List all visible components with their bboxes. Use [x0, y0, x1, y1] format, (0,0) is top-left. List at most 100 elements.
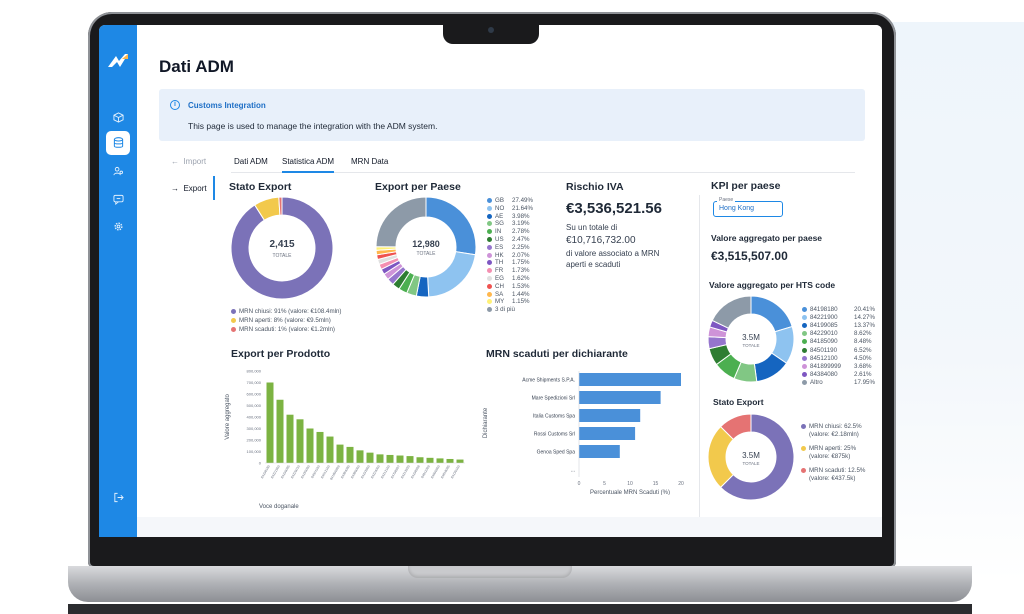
legend-value: 1.62%: [512, 275, 530, 282]
hts-legend-item: 841899999 3.68%: [802, 362, 872, 370]
bar[interactable]: [579, 427, 636, 440]
x-axis-label: Percentuale MRN Scaduti (%): [590, 490, 670, 495]
x-tick-label: 84818085: [440, 464, 451, 479]
legend-value: 4.50%: [854, 354, 872, 362]
cube-icon[interactable]: [106, 105, 130, 129]
hts-legend-item: 84198180 20.41%: [802, 306, 875, 313]
valore-paese-value: €3,515,507.00: [711, 249, 788, 263]
gear-icon[interactable]: [106, 214, 130, 238]
kpi-stato-slice-2[interactable]: [719, 413, 752, 441]
legend-value: 1.15%: [512, 298, 530, 306]
legend-value: 3.19%: [512, 220, 530, 228]
x-tick-label: 10: [627, 481, 633, 487]
legend-swatch: [487, 198, 492, 203]
bar[interactable]: [376, 454, 384, 463]
bar[interactable]: [579, 391, 661, 404]
bar[interactable]: [336, 444, 344, 463]
hts-title: Valore aggregato per HTS code: [709, 280, 836, 290]
stato-export-legend-item: MRN chiusi: 91% (valore: €108.4mln): [231, 308, 341, 315]
y-tick-label: 100,000: [247, 449, 262, 454]
bar[interactable]: [456, 459, 464, 463]
bar[interactable]: [276, 399, 284, 463]
bar[interactable]: [316, 431, 324, 463]
legend-label: 841899999: [810, 362, 841, 370]
x-tick-label: 20: [678, 481, 684, 487]
database-icon[interactable]: [106, 131, 130, 155]
kpi-stato-legend-item: MRN chiusi: 62.5% (valore: €2.18mln): [801, 423, 862, 439]
legend-label: 84198180: [810, 306, 838, 313]
legend-swatch: [802, 355, 807, 361]
legend-swatch: [231, 309, 236, 314]
bar[interactable]: [286, 414, 294, 463]
bar[interactable]: [446, 458, 454, 463]
bar[interactable]: [306, 428, 314, 464]
bar[interactable]: [266, 382, 274, 464]
chat-icon[interactable]: [106, 187, 130, 211]
legend-value: (valore: €437.5k): [809, 475, 856, 482]
legend-swatch: [231, 318, 236, 323]
bar[interactable]: [356, 450, 364, 463]
bar[interactable]: [579, 373, 681, 386]
bar[interactable]: [386, 454, 394, 463]
legend-value: 17.95%: [854, 378, 875, 386]
app-logo: [108, 54, 128, 67]
tab-mrn-data[interactable]: MRN Data: [351, 157, 389, 166]
bar[interactable]: [366, 452, 374, 463]
bar[interactable]: [326, 436, 334, 463]
legend-swatch: [487, 299, 492, 305]
kpi-title: KPI per paese: [711, 180, 781, 192]
logout-icon[interactable]: [106, 485, 130, 509]
legend-label: IN: [495, 228, 502, 236]
y-tick-label: Acme Shipments S.P.A.: [522, 378, 575, 384]
export-per-paese-slice-14[interactable]: [375, 196, 427, 248]
y-axis-label: Valore aggregato: [225, 394, 231, 440]
export-per-paese-total: 12,980: [412, 239, 440, 249]
hts-legend-item: 84512100 4.50%: [802, 355, 872, 362]
bar[interactable]: [406, 456, 414, 463]
legend-label: SG: [495, 220, 504, 228]
bar[interactable]: [579, 409, 641, 422]
legend-value: 2.78%: [512, 228, 530, 236]
bar[interactable]: [396, 455, 404, 463]
sidebar: [99, 25, 137, 537]
paese-select[interactable]: [713, 201, 783, 217]
tab-bar: Dati ADM Statistica ADM MRN Data: [231, 155, 855, 173]
stato-export-slice-0[interactable]: [230, 196, 334, 300]
bar[interactable]: [426, 457, 434, 463]
export-per-paese-legend-item: MY 1.15%: [487, 298, 530, 305]
export-per-paese-slice-1[interactable]: [427, 251, 476, 298]
subnav-export[interactable]: → Export: [171, 184, 207, 193]
hts-slice-0[interactable]: [750, 295, 793, 333]
hts-donut: [707, 295, 795, 383]
legend-swatch: [802, 331, 807, 337]
bar[interactable]: [416, 457, 424, 463]
kpi-panel-divider: [699, 195, 700, 537]
legend-label: 84199085: [810, 322, 838, 330]
hts-legend-item: 84221900 14.27%: [802, 314, 875, 321]
y-tick-label: Italia Customs Spa: [533, 414, 575, 420]
bar[interactable]: [346, 446, 354, 463]
legend-swatch: [487, 252, 492, 258]
bar[interactable]: [436, 458, 444, 463]
legend-label: AE: [495, 212, 504, 220]
rischio-iva-title: Rischio IVA: [566, 181, 624, 193]
legend-swatch: [487, 205, 492, 211]
hts-slice-9[interactable]: [711, 295, 752, 329]
stato-export-slice-2[interactable]: [278, 196, 283, 216]
background-gradient: [880, 22, 1024, 582]
legend-swatch: [802, 363, 807, 369]
legend-label: MRN chiusi: 62.5%: [809, 423, 862, 430]
users-icon[interactable]: [106, 159, 130, 183]
legend-value: 13.37%: [854, 322, 875, 330]
subnav-import[interactable]: ← Import: [171, 157, 206, 166]
tab-statistica-adm[interactable]: Statistica ADM: [282, 157, 335, 173]
bar[interactable]: [296, 419, 304, 463]
x-tick-label: 84139100: [450, 464, 461, 479]
hts-legend-item: 84384080 2.61%: [802, 371, 872, 378]
floor-shadow: [68, 604, 972, 614]
kpi-stato-slice-0[interactable]: [719, 413, 795, 501]
legend-swatch: [801, 468, 806, 473]
subnav-export-label: Export: [183, 184, 207, 193]
bar[interactable]: [579, 445, 620, 458]
tab-dati-adm[interactable]: Dati ADM: [234, 157, 268, 166]
